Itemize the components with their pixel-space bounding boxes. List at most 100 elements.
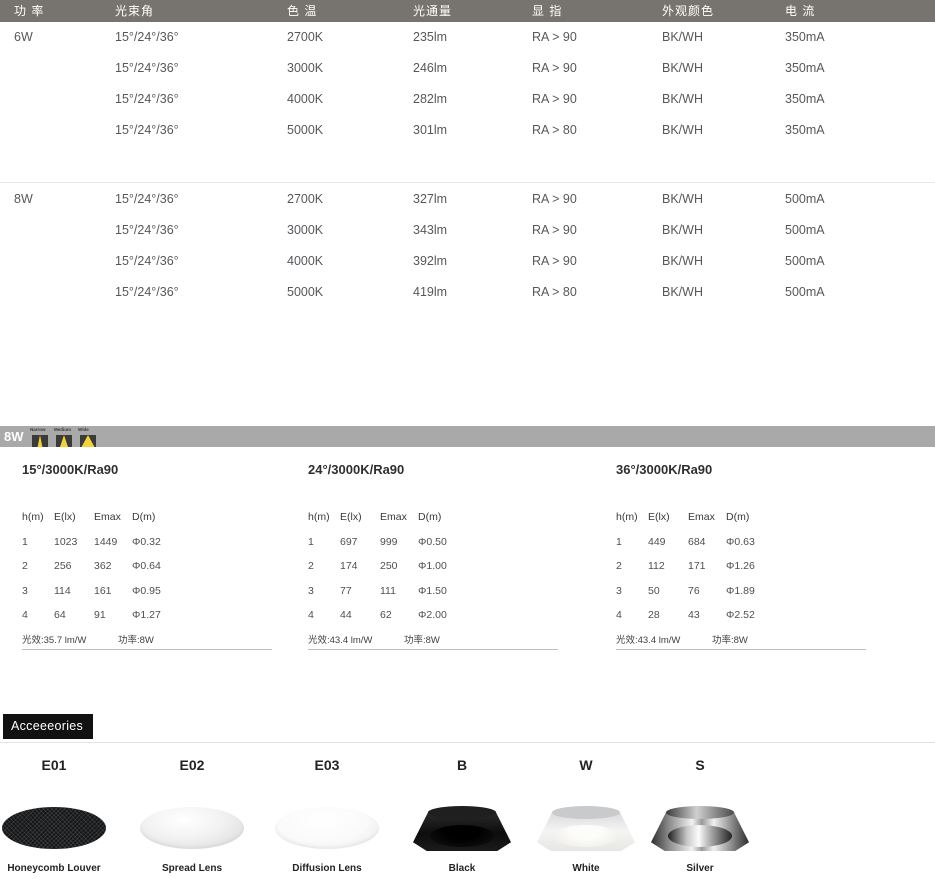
cell-current: 500mA [785, 223, 825, 237]
spec-table-header: 功 率 光束角 色 温 光通量 显 指 外观颜色 电 流 [0, 0, 935, 22]
table-row: 3 77 111 Φ1.50 [308, 579, 558, 604]
cell-cri: RA > 90 [532, 223, 577, 237]
accessory-item-black[interactable]: B Black [397, 755, 527, 874]
col-d: D(m) [726, 511, 750, 523]
cell-h: 3 [308, 584, 314, 597]
table-row: 6W 15°/24°/36° 2700K 235lm RA > 90 BK/WH… [0, 22, 935, 53]
accessory-item-white[interactable]: W White [521, 755, 651, 874]
table-row: 2 174 250 Φ1.00 [308, 554, 558, 579]
cell-beam: 15°/24°/36° [115, 254, 179, 268]
cell-flux: 392lm [413, 254, 448, 268]
cell-power: 6W [14, 30, 33, 44]
accessory-name: Silver [686, 863, 714, 874]
photometric-footer: 光效:43.4 lm/W 功率:8W [616, 632, 866, 650]
cell-color: BK/WH [662, 285, 703, 299]
accessory-name: White [572, 863, 600, 874]
table-row: 15°/24°/36° 4000K 392lm RA > 90 BK/WH 50… [0, 246, 935, 277]
cell-power: 8W [14, 192, 33, 206]
reflector-rim [552, 806, 620, 819]
lens-disc [275, 807, 379, 849]
reflector-shape [407, 803, 517, 855]
photometric-table-36deg: 36°/3000K/Ra90 h(m) E(lx) Emax D(m) 1 44… [616, 462, 866, 650]
cell-d: Φ2.52 [726, 609, 755, 621]
cell-current: 500mA [785, 285, 825, 299]
photometric-footer: 光效:43.4 lm/W 功率:8W [308, 632, 558, 650]
cell-cri: RA > 90 [532, 61, 577, 75]
cell-cct: 3000K [287, 223, 324, 237]
cell-color: BK/WH [662, 192, 703, 206]
beam-narrow-cone [37, 435, 43, 447]
table-row: 3 50 76 Φ1.89 [616, 579, 866, 604]
cell-current: 350mA [785, 92, 825, 106]
cell-e: 44 [340, 609, 352, 621]
photometric-grid: h(m) E(lx) Emax D(m) 1 1023 1449 Φ0.32 2… [22, 505, 272, 628]
beam-narrow-label: Narrow [30, 427, 46, 432]
cell-e: 50 [648, 584, 660, 597]
power-value: 功率:8W [118, 634, 154, 646]
accessory-item-e01[interactable]: E01 Honeycomb Louver [0, 755, 119, 874]
photometric-banner: 8W Narrow Medium Wi [0, 426, 935, 447]
col-h: h(m) [22, 511, 44, 523]
cell-e: 64 [54, 609, 66, 621]
cell-d: Φ1.89 [726, 584, 755, 597]
col-d: D(m) [132, 511, 156, 523]
cell-h: 3 [22, 584, 28, 597]
cell-cct: 3000K [287, 61, 324, 75]
cell-cct: 4000K [287, 254, 324, 268]
cell-e: 449 [648, 535, 666, 548]
cell-flux: 246lm [413, 61, 448, 75]
cell-emax: 43 [688, 609, 700, 621]
cell-beam: 15°/24°/36° [115, 223, 179, 237]
cell-e: 112 [648, 560, 665, 572]
banner-wattage-label: 8W [4, 429, 24, 444]
accessory-item-e02[interactable]: E02 Spread Lens [127, 755, 257, 874]
cell-emax: 161 [94, 584, 112, 597]
photometric-table-24deg: 24°/3000K/Ra90 h(m) E(lx) Emax D(m) 1 69… [308, 462, 558, 650]
cell-emax: 362 [94, 560, 112, 572]
beam-wide-cone [81, 435, 95, 447]
cell-beam: 15°/24°/36° [115, 285, 179, 299]
accessory-name: Spread Lens [161, 863, 223, 874]
cell-h: 2 [616, 560, 622, 572]
cell-cct: 2700K [287, 192, 324, 206]
beam-narrow-icon: Narrow [30, 427, 48, 447]
cell-cct: 4000K [287, 92, 324, 106]
reflector-aperture [430, 825, 494, 847]
col-emax: Emax [380, 511, 407, 523]
cell-h: 1 [22, 535, 28, 548]
spec-header-beam: 光束角 [115, 4, 155, 18]
table-row: 2 256 362 Φ0.64 [22, 554, 272, 579]
photometric-title: 24°/3000K/Ra90 [308, 462, 405, 477]
cell-e: 256 [54, 560, 72, 572]
table-row: 15°/24°/36° 4000K 282lm RA > 90 BK/WH 35… [0, 84, 935, 115]
beam-medium-icon: Medium [54, 427, 72, 447]
group-divider [0, 182, 935, 183]
louver-disc [2, 807, 106, 849]
table-row: 4 64 91 Φ1.27 [22, 603, 272, 628]
cell-h: 4 [308, 609, 314, 621]
cell-emax: 91 [94, 609, 106, 621]
cell-cri: RA > 90 [532, 30, 577, 44]
table-row: 1 1023 1449 Φ0.32 [22, 530, 272, 555]
cell-beam: 15°/24°/36° [115, 30, 179, 44]
cell-d: Φ0.64 [132, 560, 161, 572]
beam-wide-icon: Wide [78, 427, 96, 447]
col-emax: Emax [94, 511, 121, 523]
table-row: 15°/24°/36° 5000K 419lm RA > 80 BK/WH 50… [0, 277, 935, 308]
col-d: D(m) [418, 511, 442, 523]
cell-emax: 684 [688, 535, 706, 548]
cell-current: 350mA [785, 30, 825, 44]
honeycomb-louver-icon [0, 797, 119, 859]
col-h: h(m) [308, 511, 330, 523]
accessory-code: E01 [41, 757, 67, 773]
cell-emax: 1449 [94, 535, 118, 548]
table-row: 4 28 43 Φ2.52 [616, 603, 866, 628]
accessory-code: S [695, 757, 705, 773]
efficacy-value: 光效:35.7 lm/W [22, 634, 87, 646]
accessory-item-silver[interactable]: S Silver [635, 755, 765, 874]
reflector-rim [428, 806, 496, 819]
table-row: 1 449 684 Φ0.63 [616, 530, 866, 555]
photometric-header-row: h(m) E(lx) Emax D(m) [22, 505, 272, 530]
accessory-item-e03[interactable]: E03 Diffusion Lens [262, 755, 392, 874]
cell-d: Φ0.63 [726, 535, 755, 548]
